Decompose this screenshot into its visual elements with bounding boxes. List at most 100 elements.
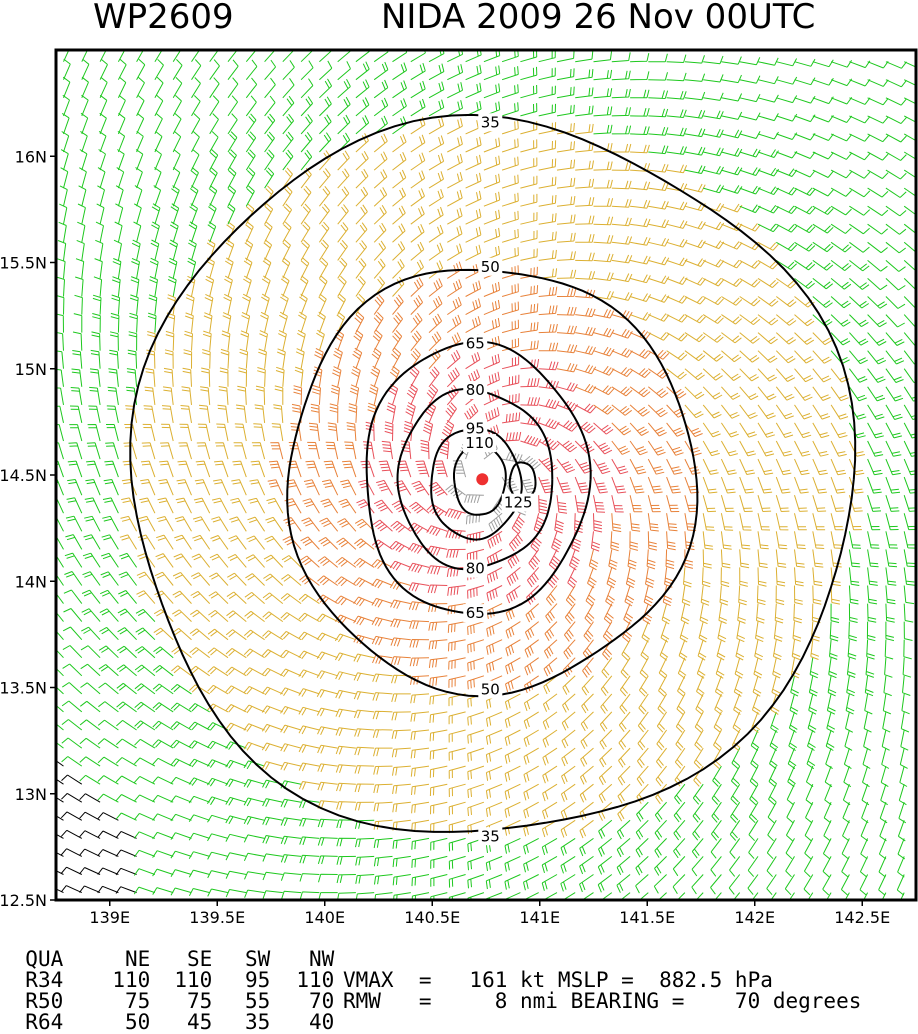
wind-barb	[268, 480, 283, 496]
wind-barb	[776, 169, 797, 177]
wind-barb	[881, 784, 888, 805]
wind-barb	[98, 813, 119, 821]
wind-barb	[594, 254, 614, 262]
wind-barb	[618, 766, 630, 785]
wind-barb	[721, 148, 741, 156]
wind-barb	[721, 241, 742, 249]
wind-barb	[356, 241, 367, 261]
wind-barb	[776, 423, 793, 438]
wind-barb	[226, 797, 247, 805]
wind-barb	[214, 461, 228, 477]
wind-barb	[758, 132, 779, 139]
wind-barb	[868, 549, 879, 566]
wind-barb	[466, 65, 482, 80]
wind-barb	[317, 652, 338, 660]
wind-barb	[557, 214, 575, 224]
y-tick-label: 15.5N	[0, 254, 47, 273]
wind-barb	[886, 622, 894, 641]
wind-barb	[667, 495, 680, 511]
wind-barb	[434, 461, 447, 477]
wind-barb	[447, 279, 461, 296]
wind-barb	[860, 875, 868, 896]
wind-barb	[72, 351, 82, 369]
wind-barb	[226, 760, 247, 768]
wind-barb	[347, 423, 356, 441]
wind-barb	[886, 459, 901, 475]
wind-barb	[630, 275, 650, 283]
wind-barb	[502, 66, 518, 80]
wind-barb	[703, 93, 723, 101]
wind-barb	[868, 188, 888, 197]
wind-barb	[721, 75, 741, 83]
wind-barb	[318, 838, 337, 846]
wind-barb	[484, 156, 500, 170]
wind-barb	[82, 609, 100, 622]
wind-barb	[111, 313, 119, 332]
wind-barb	[44, 719, 64, 730]
wind-barb	[356, 115, 369, 133]
wind-barb	[636, 875, 649, 894]
wind-barb	[317, 633, 338, 641]
wind-barb	[826, 748, 833, 769]
wind-barb	[156, 554, 174, 568]
wind-barb	[319, 204, 329, 224]
wind-barb	[81, 113, 88, 134]
wind-barb	[449, 658, 466, 670]
wind-barb	[317, 690, 338, 698]
wind-barb	[227, 204, 235, 225]
wind-barb	[283, 186, 292, 206]
wind-barb	[758, 224, 779, 232]
wind-barb	[356, 875, 374, 884]
wind-barb	[134, 813, 155, 820]
wind-barb	[886, 315, 905, 327]
wind-barb	[338, 79, 351, 98]
wind-barb	[37, 296, 45, 315]
wind-barb	[638, 730, 648, 750]
wind-barb	[211, 517, 228, 532]
wind-barb	[721, 369, 740, 381]
wind-barb	[506, 658, 521, 674]
wind-barb	[539, 140, 556, 152]
wind-barb	[62, 738, 82, 748]
wind-barb	[848, 640, 856, 660]
wind-barb	[335, 330, 344, 351]
wind-barb	[721, 477, 735, 493]
wind-barb	[210, 78, 220, 98]
wind-barb	[813, 115, 834, 122]
wind-barb	[795, 405, 812, 419]
wind-barb	[502, 356, 518, 368]
wind-barb	[372, 579, 393, 588]
wind-barb	[667, 202, 687, 210]
wind-barb	[45, 41, 52, 62]
wind-barb	[883, 712, 891, 732]
wind-barb	[703, 549, 712, 568]
wind-barb	[374, 62, 388, 80]
wind-barb	[758, 513, 770, 530]
wind-barb	[630, 369, 650, 378]
wind-barb	[813, 224, 833, 233]
wind-barb	[575, 404, 596, 413]
wind-barb	[275, 386, 283, 405]
wind-barb	[468, 622, 484, 635]
wind-barb	[785, 893, 795, 913]
contour-label-65: 65	[466, 604, 485, 622]
wind-barb	[655, 820, 667, 839]
wind-barb	[868, 405, 885, 420]
wind-barb	[776, 297, 796, 307]
wind-barb	[885, 658, 893, 678]
wind-barb	[429, 100, 444, 116]
wind-barb	[135, 721, 155, 730]
wind-barb	[886, 369, 904, 383]
wind-barb	[165, 350, 173, 369]
wind-barb	[45, 59, 52, 80]
wind-barb	[63, 627, 82, 640]
wind-barb	[300, 874, 319, 882]
wind-barb	[849, 604, 857, 623]
wind-barb	[58, 241, 66, 261]
wind-barb	[813, 567, 823, 585]
wind-barb	[543, 694, 557, 712]
wind-barb	[786, 820, 794, 841]
wind-barb	[429, 296, 442, 314]
wind-barb	[831, 260, 851, 270]
wind-barb	[301, 132, 312, 152]
